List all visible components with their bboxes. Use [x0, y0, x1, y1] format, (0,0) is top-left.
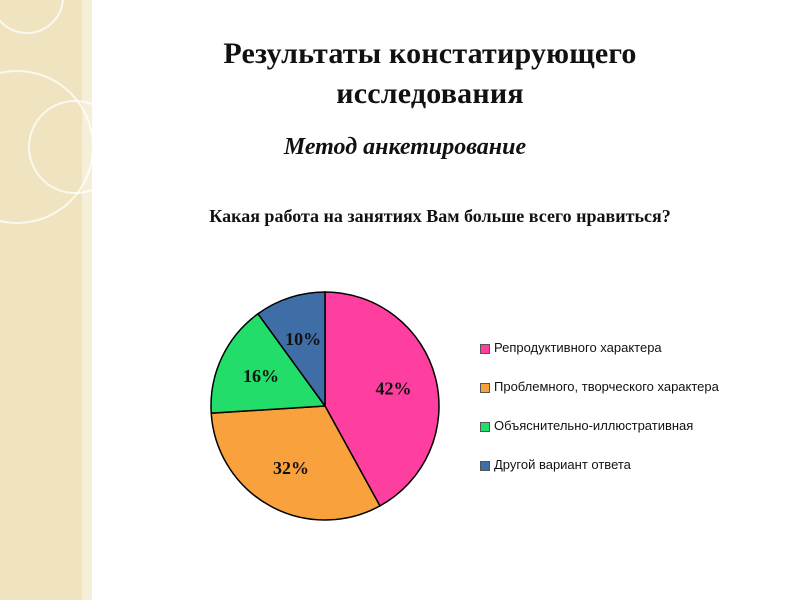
pie-data-label-3: 16%	[243, 366, 279, 386]
pie-slice-2	[210, 405, 381, 521]
pie-slice-3	[210, 312, 327, 414]
pie-data-label-4: 10%	[285, 329, 321, 349]
legend-label-2: Проблемного, творческого характера	[494, 379, 719, 394]
pie-data-label-2: 32%	[273, 458, 309, 478]
slide-title-line-2: исследования	[336, 77, 524, 110]
survey-question: Какая работа на занятиях Вам больше всег…	[209, 206, 671, 226]
pie-data-label-1: 42%	[375, 378, 411, 398]
legend-swatch-1	[480, 344, 490, 354]
legend-label-3: Объяснительно-иллюстративная	[494, 418, 694, 433]
legend-swatch-4	[480, 461, 490, 471]
slide-title: Результаты констатирующего исследования	[150, 34, 710, 114]
legend-label-4: Другой вариант ответа	[494, 457, 631, 472]
pie-slice-4	[256, 291, 326, 409]
slide-title-line-1: Результаты констатирующего	[223, 37, 637, 70]
pie-slice-1	[324, 291, 440, 507]
legend-swatch-3	[480, 422, 490, 432]
slide-subtitle: Метод анкетирование	[283, 134, 527, 160]
legend-swatch-2	[480, 383, 490, 393]
decorative-rings	[0, 0, 140, 600]
pie-chart: 42% 32% 16% 10%	[210, 291, 440, 521]
decorative-side-edge	[82, 0, 92, 600]
legend-label-1: Репродуктивного характера	[494, 340, 662, 355]
